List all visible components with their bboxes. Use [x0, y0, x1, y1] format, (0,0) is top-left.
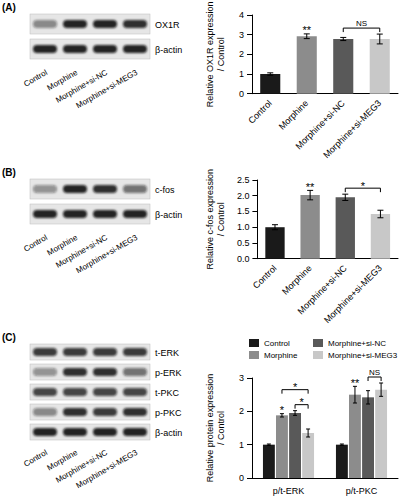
svg-text:0: 0 — [239, 89, 244, 99]
svg-text:Morphine+si-MEG3: Morphine+si-MEG3 — [75, 233, 140, 276]
svg-text:0: 0 — [239, 473, 244, 483]
svg-text:/ Control: / Control — [216, 202, 226, 236]
svg-text:Morphine: Morphine — [45, 447, 79, 473]
svg-text:β-actin: β-actin — [155, 45, 182, 55]
svg-text:1.0: 1.0 — [237, 222, 250, 232]
svg-text:Relative OX1R expression: Relative OX1R expression — [205, 2, 215, 108]
svg-text:2.0: 2.0 — [237, 191, 250, 201]
svg-text:NS: NS — [356, 19, 367, 28]
svg-text:Morphine+si-NC: Morphine+si-NC — [293, 98, 347, 152]
svg-text:Morphine+si-MEG3: Morphine+si-MEG3 — [75, 68, 140, 111]
svg-text:1.5: 1.5 — [237, 206, 250, 216]
svg-text:Relative protein expression: Relative protein expression — [205, 374, 215, 483]
svg-text:Control: Control — [246, 98, 274, 126]
svg-text:/ Control: / Control — [216, 411, 226, 445]
svg-text:Morphine+si-NC: Morphine+si-NC — [295, 263, 349, 317]
svg-text:1: 1 — [239, 440, 244, 450]
svg-text:2: 2 — [239, 49, 244, 59]
svg-text:Morphine+si-NC: Morphine+si-NC — [54, 67, 109, 105]
svg-text:Morphine+si-NC: Morphine+si-NC — [328, 339, 386, 348]
svg-text:**: ** — [302, 24, 311, 36]
svg-text:2.5: 2.5 — [237, 175, 250, 185]
svg-text:t-PKC: t-PKC — [155, 388, 180, 398]
svg-text:p/t-PKC: p/t-PKC — [346, 486, 378, 496]
svg-text:p-ERK: p-ERK — [155, 368, 182, 378]
svg-text:c-fos: c-fos — [155, 185, 175, 195]
svg-text:(C): (C) — [2, 332, 16, 343]
svg-text:Morphine: Morphine — [264, 351, 298, 360]
svg-text:*: * — [299, 396, 304, 408]
svg-text:3: 3 — [239, 373, 244, 383]
svg-text:Morphine+si-MEG3: Morphine+si-MEG3 — [75, 448, 140, 491]
svg-text:Control: Control — [22, 232, 49, 254]
svg-text:4: 4 — [239, 10, 244, 20]
svg-text:Relative c-fos expression: Relative c-fos expression — [205, 169, 215, 270]
svg-text:Morphine: Morphine — [280, 263, 314, 297]
svg-text:2: 2 — [239, 406, 244, 416]
svg-text:Control: Control — [22, 67, 49, 89]
svg-text:Morphine+si-MEG3: Morphine+si-MEG3 — [328, 351, 398, 360]
svg-text:t-ERK: t-ERK — [155, 348, 179, 358]
svg-text:Morphine+si-NC: Morphine+si-NC — [54, 447, 109, 485]
svg-text:Control: Control — [251, 263, 279, 291]
svg-text:Morphine: Morphine — [45, 232, 79, 258]
svg-text:0.5: 0.5 — [237, 238, 250, 248]
svg-text:/ Control: / Control — [216, 37, 226, 71]
svg-text:OX1R: OX1R — [155, 20, 180, 30]
svg-text:Morphine+si-MEG3: Morphine+si-MEG3 — [321, 98, 383, 160]
svg-text:*: * — [293, 381, 298, 393]
svg-text:(B): (B) — [2, 167, 16, 178]
svg-text:p-PKC: p-PKC — [155, 408, 182, 418]
svg-text:**: ** — [351, 377, 360, 389]
svg-text:β-actin: β-actin — [155, 428, 182, 438]
svg-text:Control: Control — [22, 447, 49, 469]
svg-text:Morphine: Morphine — [45, 67, 79, 93]
svg-text:NS: NS — [369, 368, 380, 377]
svg-text:β-actin: β-actin — [155, 210, 182, 220]
svg-text:Morphine+si-MEG3: Morphine+si-MEG3 — [322, 263, 384, 325]
svg-text:Morphine: Morphine — [277, 98, 311, 132]
svg-text:(A): (A) — [2, 2, 16, 13]
svg-text:Morphine+si-NC: Morphine+si-NC — [54, 232, 109, 270]
svg-text:*: * — [361, 180, 366, 192]
svg-text:p/t-ERK: p/t-ERK — [273, 486, 305, 496]
svg-text:0.0: 0.0 — [237, 254, 250, 264]
svg-text:**: ** — [306, 181, 315, 193]
svg-text:3: 3 — [239, 30, 244, 40]
svg-text:1: 1 — [239, 69, 244, 79]
svg-text:Control: Control — [264, 339, 290, 348]
svg-text:*: * — [280, 404, 285, 416]
